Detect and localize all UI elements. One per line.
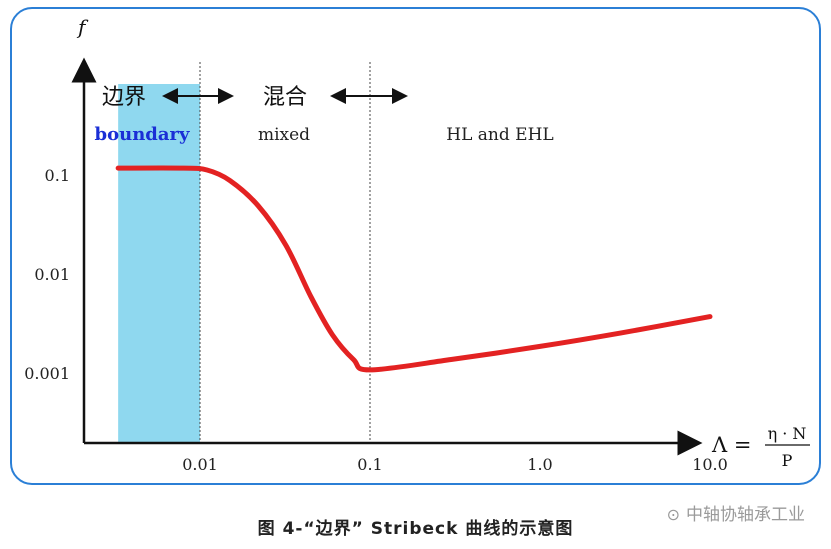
x-tick-label: 1.0 (527, 455, 552, 474)
y-tick-label: 0.1 (45, 166, 70, 185)
y-tick-label: 0.001 (24, 364, 70, 383)
x-axis-label-lhs: Λ = (711, 433, 751, 457)
stribeck-curve (115, 165, 713, 373)
y-axis-label: f (76, 15, 89, 39)
region-boundary-fill (118, 84, 200, 443)
y-tick-label: 0.01 (34, 265, 70, 284)
wechat-icon: ⊙ (666, 505, 680, 524)
region-boundary-cn-label: 边界 (102, 85, 146, 110)
stribeck-chart: 0.01 0.1 1.0 10.0 0.1 0.01 0.001 f Λ = η · N P 边界 b… (24, 15, 810, 474)
x-tick-label: 0.1 (357, 455, 382, 474)
figure-caption: 图 4-“边界” Stribeck 曲线的示意图 (257, 519, 574, 539)
watermark: ⊙ 中轴协轴承工业 (667, 500, 805, 525)
x-axis-label-denominator: P (782, 451, 793, 470)
x-tick-label: 10.0 (692, 455, 728, 474)
region-boundary-en-label: boundary (95, 124, 190, 145)
region-mixed-en-label: mixed (258, 125, 310, 145)
x-axis-label-numerator: η · N (768, 424, 807, 443)
x-tick-label: 0.01 (182, 455, 218, 474)
watermark-text: 中轴协轴承工业 (686, 505, 805, 525)
region-mixed-cn-label: 混合 (263, 85, 307, 110)
region-hl-ehl-label: HL and EHL (446, 125, 553, 145)
